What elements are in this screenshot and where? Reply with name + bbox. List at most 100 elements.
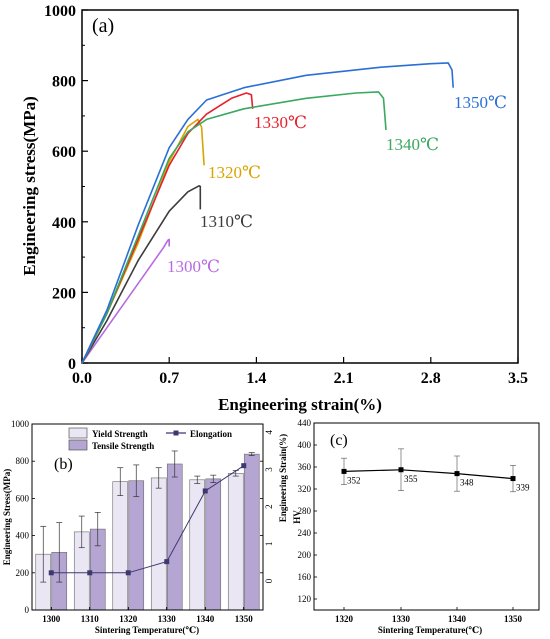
curve-1310C (81, 185, 202, 364)
y2-tick-label: 1 (264, 542, 274, 547)
x-tick-label: 1310 (81, 614, 100, 624)
panel-a-label: (a) (92, 15, 114, 37)
x-tick-label: 1300 (42, 614, 61, 624)
panel-b-label: (b) (54, 456, 73, 473)
x-tick-label: 0.7 (159, 370, 179, 387)
y-tick-label: 200 (16, 568, 30, 578)
y-tick-label: 400 (52, 215, 76, 232)
curve-label-1310C: 1310℃ (200, 212, 253, 231)
x-tick-label: 0.0 (72, 370, 92, 387)
hv-data-label: 355 (404, 474, 418, 484)
bar-tensile-strength (205, 478, 222, 611)
y-tick-label: 280 (298, 506, 312, 516)
hv-point (398, 467, 404, 473)
legend-label-tensile: Tensile Strength (92, 441, 154, 451)
panel-b-elongation-line (48, 463, 247, 576)
panel-a-curves (81, 62, 454, 364)
x-tick-label: 1340 (448, 614, 467, 624)
y-tick-label: 400 (16, 531, 30, 541)
x-tick-label: 1.4 (246, 370, 266, 387)
y-tick-label: 800 (52, 74, 76, 91)
y-tick-label: 800 (16, 456, 30, 466)
hv-point (510, 476, 516, 482)
y-tick-label: 0 (68, 356, 76, 373)
panel-c-x-axis-title: Sintering Temperature(℃) (378, 625, 482, 635)
hv-data-label: 339 (516, 483, 530, 493)
y-tick-label: 120 (298, 594, 312, 604)
legend-label-elongation: Elongation (190, 429, 232, 439)
y-tick-label: 160 (298, 572, 312, 582)
elongation-point (48, 570, 54, 576)
curve-label-1330C: 1330℃ (254, 113, 307, 132)
x-tick-label: 3.5 (508, 370, 528, 387)
curve-1340C (81, 91, 387, 364)
curve-label-1340C: 1340℃ (386, 135, 439, 154)
panel-c-hv-line: 352 355 348 339 (341, 448, 530, 493)
bar-tensile-strength (128, 480, 145, 611)
legend-label-yield: Yield Strength (92, 429, 148, 439)
y2-tick-label: 0 (264, 578, 274, 583)
curve-1350C (81, 62, 454, 364)
y-tick-label: 200 (52, 285, 76, 302)
x-tick-label: 1320 (335, 614, 354, 624)
bar-tensile-strength (243, 453, 260, 611)
panel-a-annotations: 1300℃ 1310℃ 1320℃ 1330℃ 1340℃ 1350℃ (167, 93, 507, 276)
y-tick-label: 320 (298, 484, 312, 494)
y-tick-label: 1000 (44, 3, 76, 20)
elongation-line (51, 465, 245, 574)
panel-a-stress-strain: 0.0 0.7 1.4 2.1 2.8 3.5 0 200 400 600 800 1000 1300… (20, 3, 528, 414)
hv-point (341, 468, 347, 474)
panel-b-legend: Yield Strength Tensile Strength Elongati… (68, 427, 232, 451)
panel-b-y-axis-title: Engineering Stress(MPa) (2, 469, 12, 566)
x-tick-label: 2.1 (334, 370, 354, 387)
elongation-point (125, 570, 131, 576)
x-tick-label: 1320 (119, 614, 138, 624)
y-tick-label: 360 (298, 462, 312, 472)
hv-line (343, 469, 514, 480)
panel-c-y-axis-title: HV (292, 510, 302, 524)
legend-marker-elongation (173, 430, 179, 436)
x-tick-label: 1330 (158, 614, 177, 624)
x-tick-label: 1350 (504, 614, 523, 624)
panel-c-label: (c) (330, 432, 348, 449)
hv-data-label: 352 (347, 475, 361, 485)
panel-b-plot-frame (31, 423, 264, 611)
elongation-point (202, 488, 208, 494)
y2-tick-label: 4 (264, 430, 274, 435)
hv-point (454, 471, 460, 477)
bar-yield-strength (150, 477, 167, 611)
bar-yield-strength (227, 472, 244, 611)
y-tick-label: 1000 (11, 419, 30, 429)
y-tick-label: 0 (25, 605, 30, 615)
legend-swatch-tensile (68, 439, 88, 451)
y2-tick-label: 2 (264, 504, 274, 509)
panel-c-ticks: 120 160 200 240 280 320 360 400 440 1320 1330 1340 1… (298, 418, 523, 624)
panel-c-hardness: 120 160 200 240 280 320 360 400 440 1320 1330 1340 1… (292, 418, 540, 635)
elongation-point (164, 559, 170, 565)
panel-b-y2-axis-title: Engineering Strain(%) (278, 434, 288, 522)
y2-tick-label: 3 (264, 467, 274, 472)
curve-1300C (81, 238, 170, 364)
x-tick-label: 1350 (235, 614, 254, 624)
curve-label-1350C: 1350℃ (454, 93, 507, 112)
panel-b-ticks: 0 200 400 600 800 1000 0 1 2 3 4 1300 1310 1320 1330 13… (11, 419, 274, 624)
panel-a-x-axis-title: Engineering strain(%) (218, 395, 382, 414)
panel-a-plot-frame (81, 9, 519, 364)
elongation-point (241, 463, 247, 469)
panel-b-x-axis-title: Sintering Temperature(℃) (95, 625, 199, 635)
panel-b-strength-elongation: 0 200 400 600 800 1000 0 1 2 3 4 1300 1310 1320 1330 13… (2, 419, 288, 635)
bar-yield-strength (112, 481, 129, 611)
bar-yield-strength (189, 479, 206, 611)
x-tick-label: 1330 (392, 614, 411, 624)
y-tick-label: 600 (52, 144, 76, 161)
curve-label-1320C: 1320℃ (208, 163, 261, 182)
panel-b-bars (35, 450, 260, 611)
panel-a-ticks: 0.0 0.7 1.4 2.1 2.8 3.5 0 200 400 600 800 1000 (44, 3, 528, 387)
y-tick-label: 440 (298, 418, 312, 428)
y-tick-label: 600 (16, 493, 30, 503)
x-tick-label: 2.8 (421, 370, 441, 387)
panel-c-plot-frame (313, 422, 540, 611)
hv-data-label: 348 (460, 478, 474, 488)
y-tick-label: 400 (298, 440, 312, 450)
